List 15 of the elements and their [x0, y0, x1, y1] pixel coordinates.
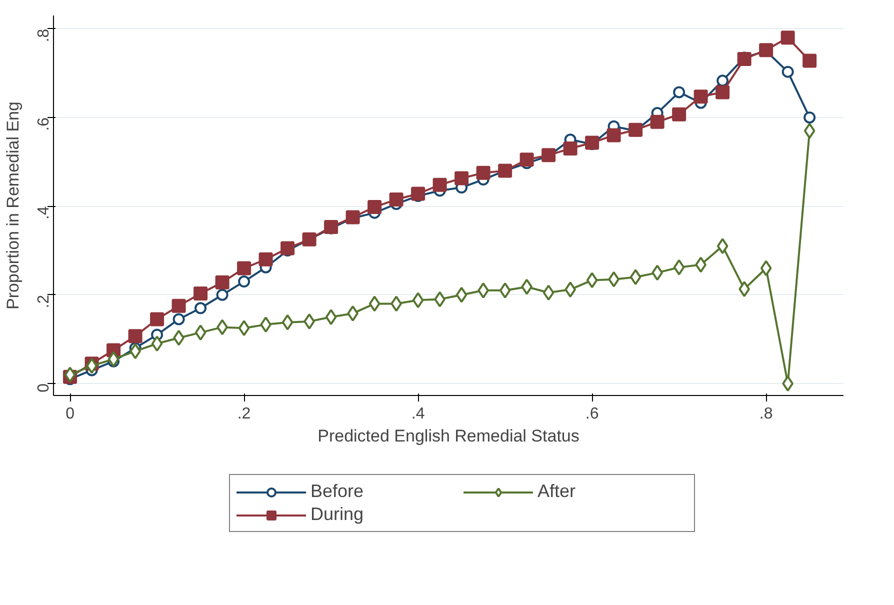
legend-label: After — [538, 481, 577, 502]
x-tick-label: .4 — [411, 406, 425, 422]
x-axis-title: Predicted English Remedial Status — [318, 426, 580, 446]
y-axis-title: Proportion in Remedial Eng — [4, 102, 22, 310]
legend-label: During — [310, 504, 365, 525]
y-tick-label: .6 — [36, 117, 52, 131]
x-tick-label: .8 — [759, 406, 773, 422]
y-tick-label: .8 — [36, 28, 52, 42]
x-tick-label: .6 — [585, 406, 599, 422]
x-tick-label: .2 — [237, 406, 251, 422]
y-tick-label: .2 — [36, 294, 52, 308]
y-tick-label: .4 — [36, 206, 52, 220]
x-tick-label: 0 — [66, 406, 75, 422]
y-tick-label: 0 — [36, 383, 52, 392]
legend-label: Before — [310, 481, 365, 502]
